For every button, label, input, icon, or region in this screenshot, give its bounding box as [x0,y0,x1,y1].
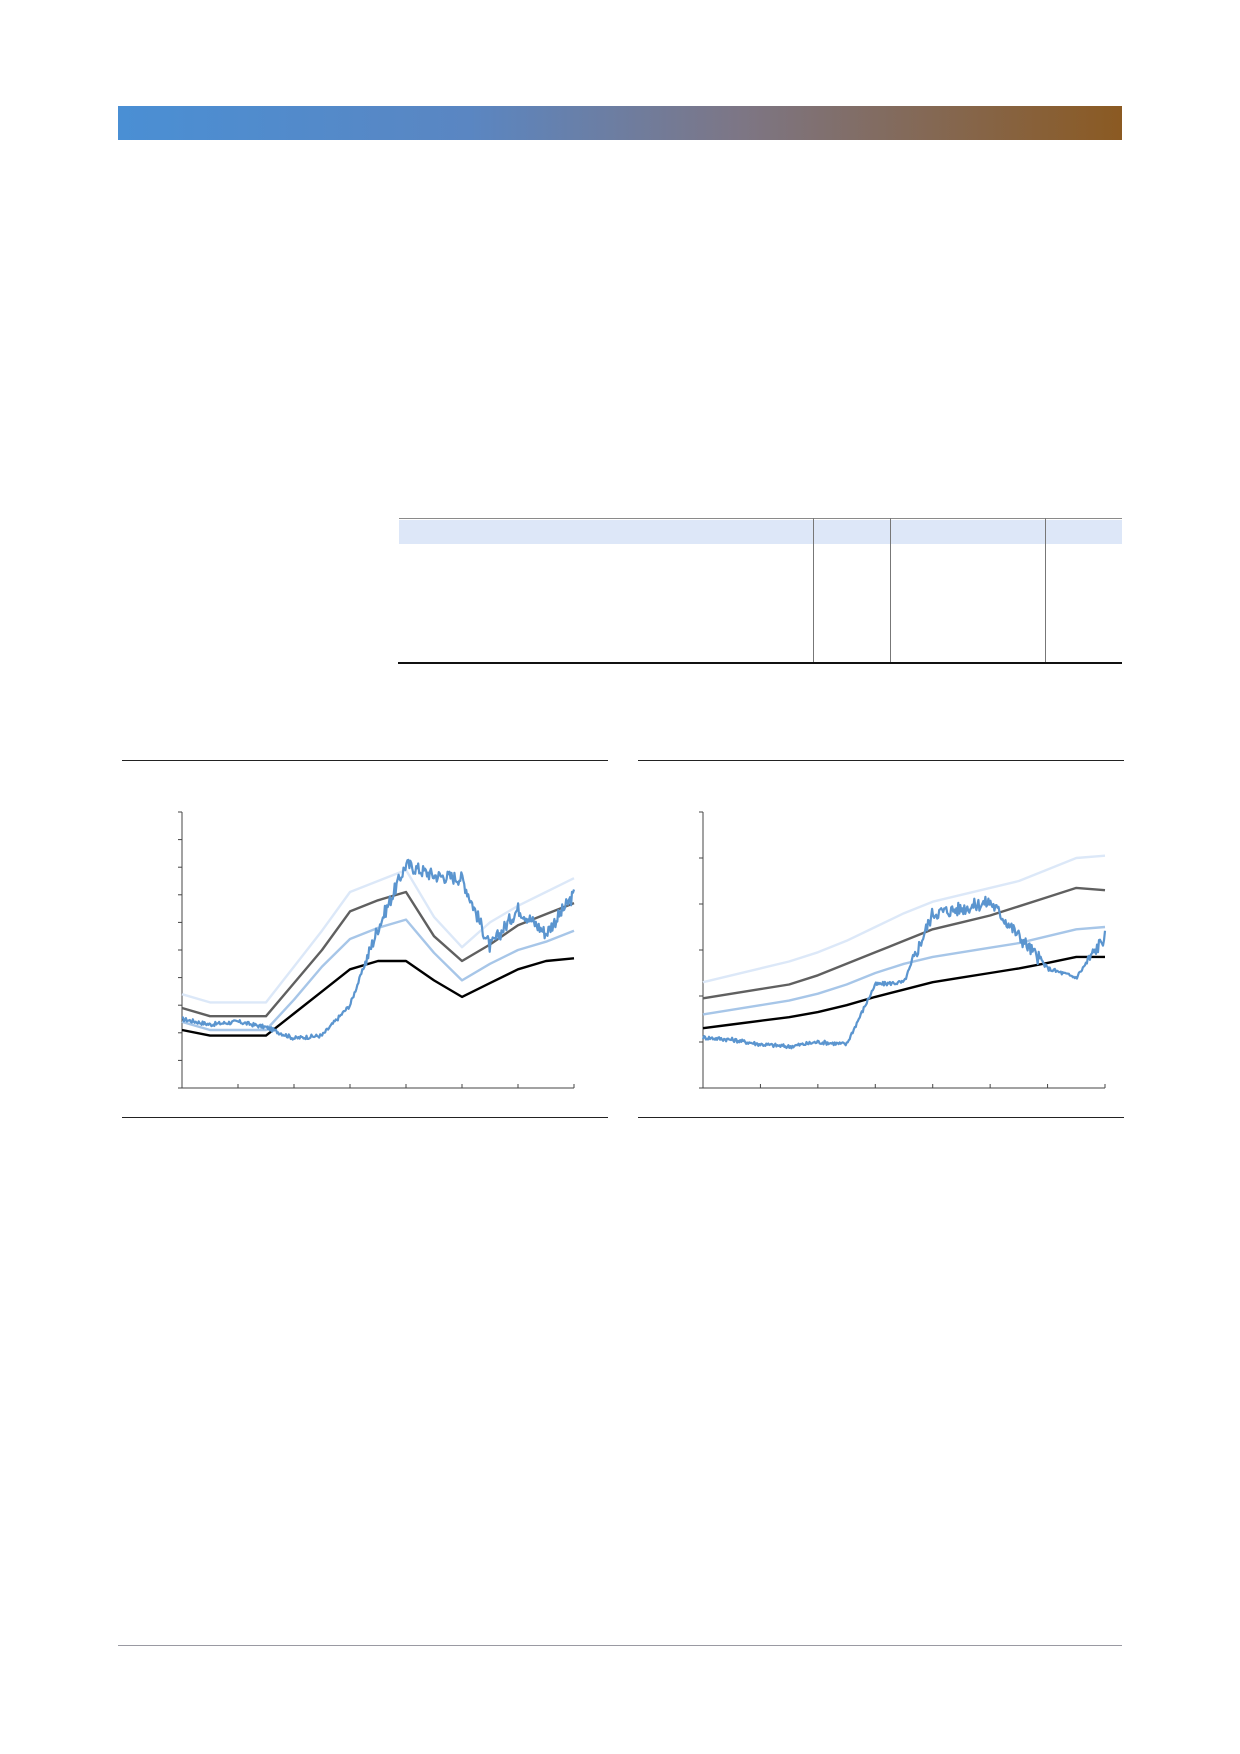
series-line-band-top [702,854,1106,984]
figure-left [122,760,608,1118]
series-line-actual [701,895,1107,1050]
footer-rule [118,1645,1122,1646]
header-band [118,106,1122,140]
series-line-lower [181,918,575,1032]
series-line-band-top [181,868,575,1004]
figure-bottom-rule [638,1117,1124,1118]
table-top-rule [399,518,1122,519]
series-line-floor [181,957,575,1037]
figure-top-rule [638,760,1124,761]
series-line-actual [181,858,576,1041]
chart-left [178,811,576,1089]
figure-top-rule [122,760,608,761]
table-bottom-rule [398,662,1122,664]
figure-right [638,760,1124,1118]
data-table [398,518,1122,664]
table-divider [813,518,814,662]
series-line-upper [181,890,575,1018]
series-line-lower [702,925,1106,1016]
series-line-upper [702,886,1106,1000]
figure-bottom-rule [122,1117,608,1118]
table-divider [1045,518,1046,662]
chart-right [699,811,1107,1089]
table-divider [890,518,891,662]
table-header-row [399,520,1122,544]
